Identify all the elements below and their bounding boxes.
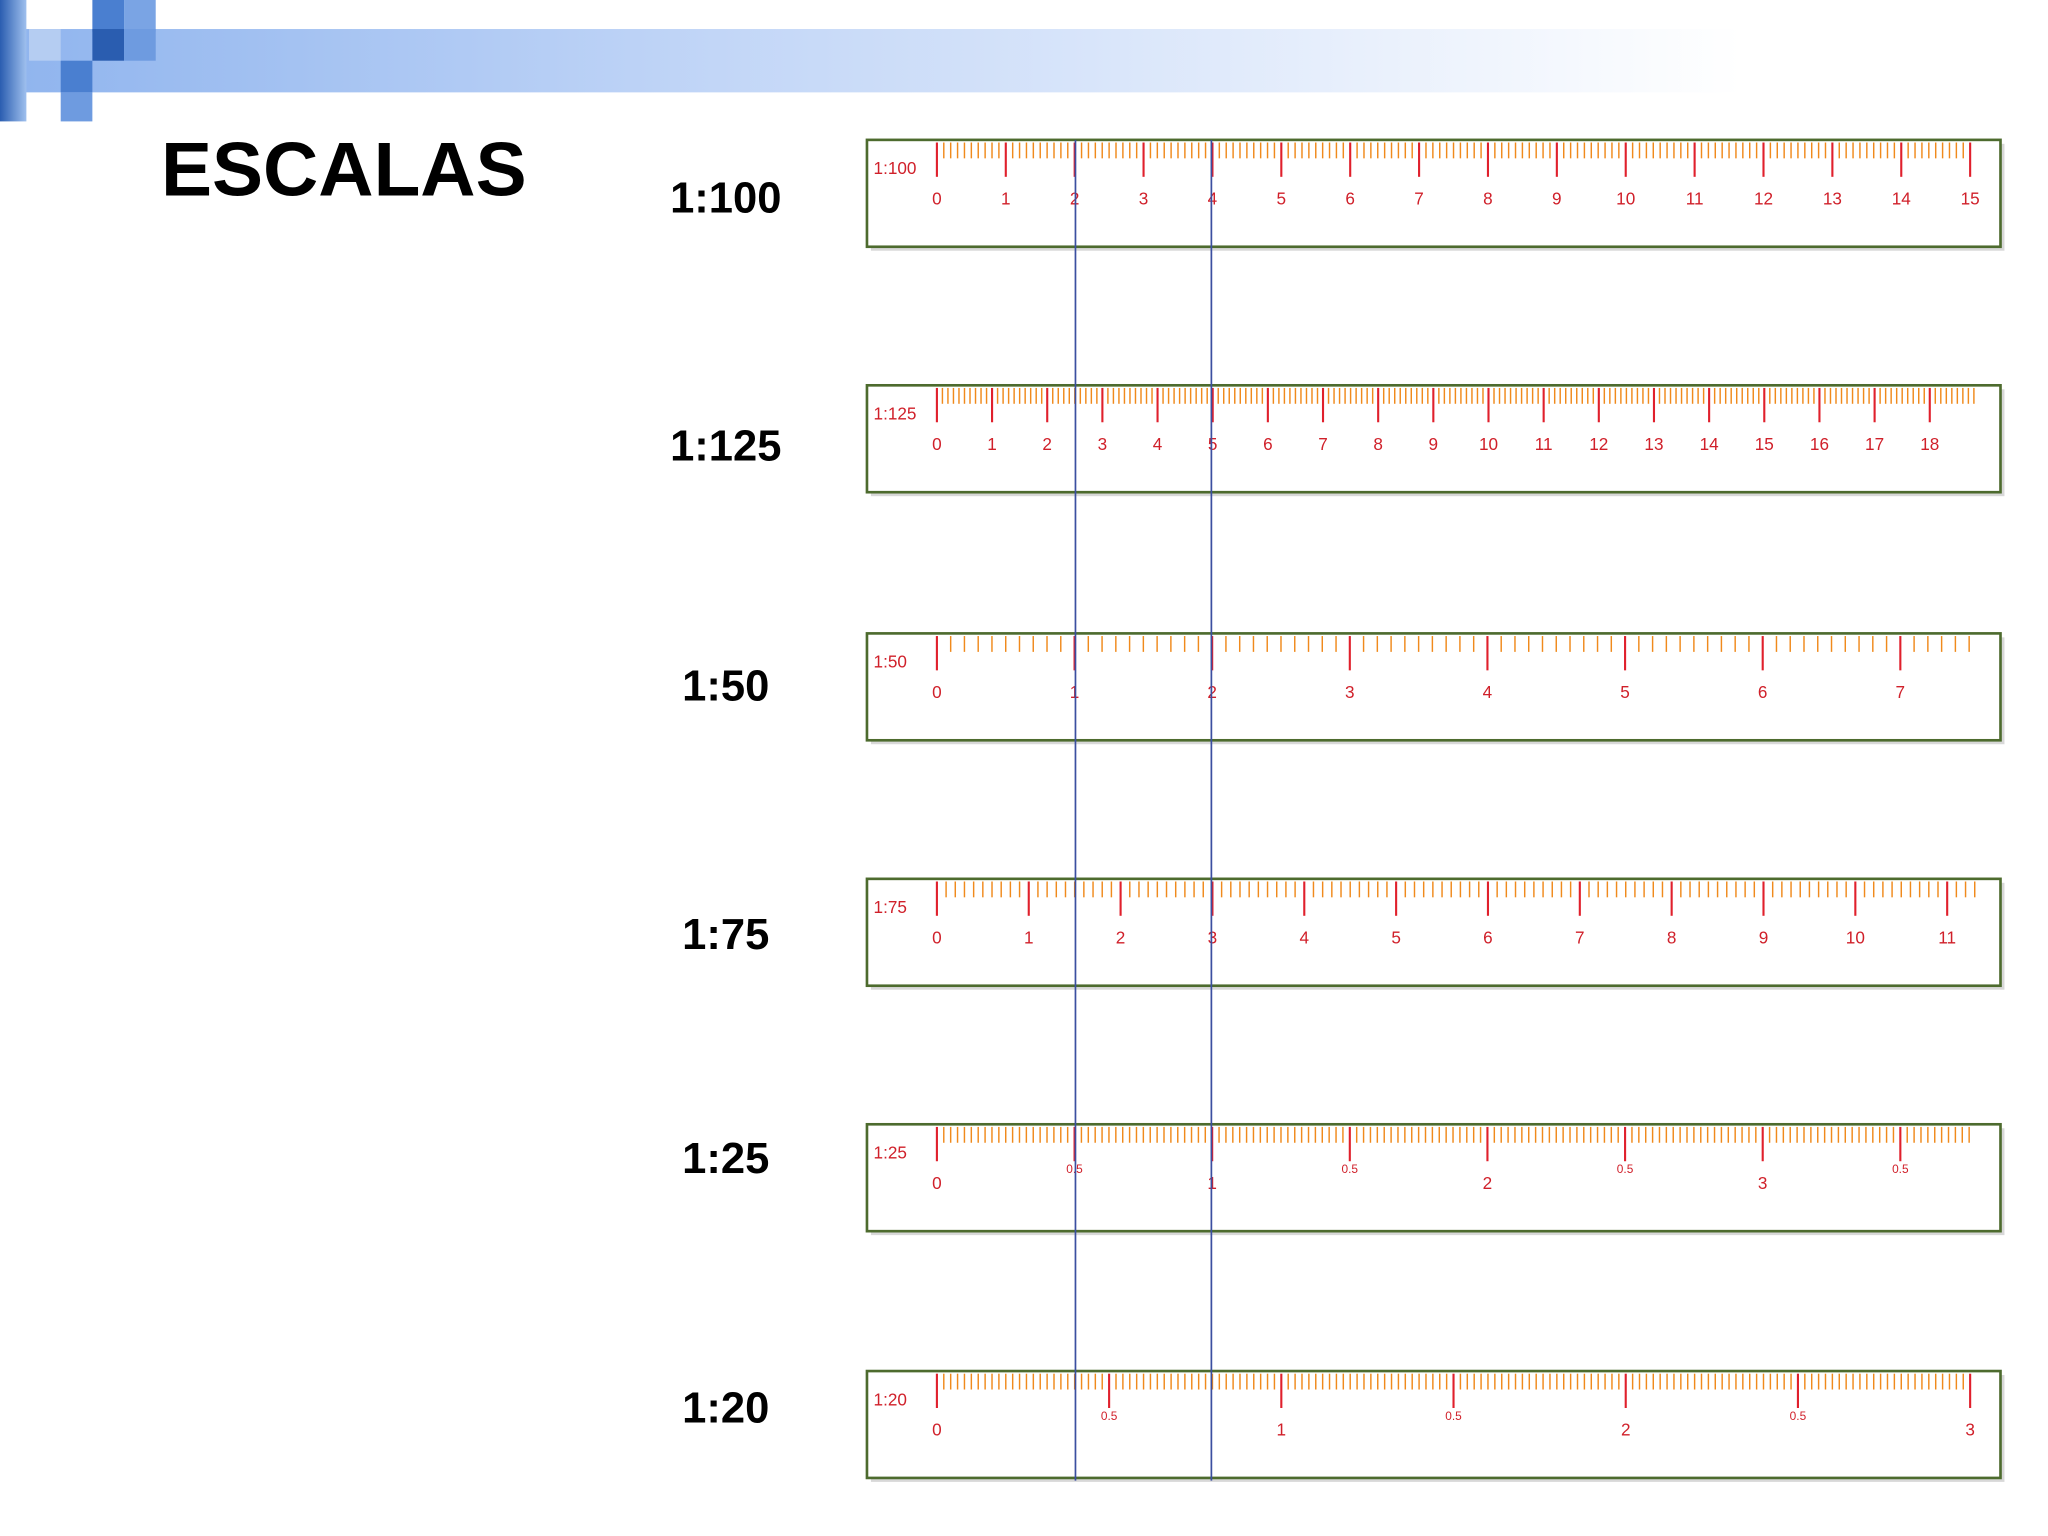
- tick-label: 15: [1961, 189, 1980, 209]
- tick-label: 12: [1589, 434, 1608, 454]
- ruler-label: 1:20: [874, 1389, 907, 1409]
- scale-label: 1:100: [670, 174, 781, 222]
- tick-label: 3: [1208, 928, 1218, 948]
- tick-label: 16: [1810, 434, 1829, 454]
- title: ESCALAS: [161, 127, 527, 212]
- tick-label: 0: [932, 189, 942, 209]
- tick-label: 13: [1823, 189, 1842, 209]
- ruler: [865, 877, 2002, 988]
- tick-label: 10: [1616, 189, 1635, 209]
- scale-label: 1:50: [682, 663, 769, 711]
- tick-label: 6: [1263, 434, 1273, 454]
- tick-label: 0: [932, 928, 942, 948]
- tick-label: 6: [1758, 682, 1768, 702]
- tick-label: 1: [1024, 928, 1034, 948]
- tick-label: 17: [1865, 434, 1884, 454]
- tick-label: 3: [1758, 1173, 1768, 1193]
- ruler-label: 1:75: [874, 897, 907, 917]
- tick-label: 13: [1644, 434, 1663, 454]
- tick-label: 8: [1483, 189, 1493, 209]
- tick-label: 11: [1535, 434, 1553, 454]
- tick-label: 0: [932, 1173, 942, 1193]
- header-square: [29, 29, 61, 61]
- tick-label: 15: [1755, 434, 1774, 454]
- tick-label: 10: [1846, 928, 1865, 948]
- ruler: [865, 632, 2002, 742]
- tick-label: 0: [932, 1420, 942, 1440]
- tick-label: 4: [1153, 434, 1163, 454]
- tick-label: 14: [1700, 434, 1720, 454]
- ruler: [865, 1369, 2002, 1480]
- tick-label: 0.5: [1892, 1162, 1909, 1176]
- tick-label: 11: [1938, 928, 1956, 948]
- header-square: [60, 92, 93, 122]
- tick-label: 5: [1391, 928, 1401, 948]
- tick-label: 4: [1483, 682, 1493, 702]
- tick-label: 2: [1116, 928, 1126, 948]
- tick-label: 7: [1575, 928, 1585, 948]
- ruler-label: 1:50: [874, 652, 907, 672]
- tick-label: 6: [1345, 189, 1355, 209]
- tick-label: 4: [1208, 189, 1218, 209]
- tick-label: 3: [1965, 1420, 1975, 1440]
- tick-label: 5: [1620, 682, 1630, 702]
- tick-label: 5: [1208, 434, 1218, 454]
- tick-label: 0.5: [1101, 1409, 1118, 1423]
- tick-label: 2: [1621, 1420, 1631, 1440]
- tick-label: 1: [1070, 682, 1080, 702]
- tick-label: 3: [1098, 434, 1108, 454]
- tick-label: 8: [1373, 434, 1383, 454]
- scale-label: 1:25: [682, 1135, 769, 1183]
- tick-label: 0.5: [1342, 1162, 1359, 1176]
- header-square: [124, 29, 156, 61]
- tick-label: 3: [1139, 189, 1149, 209]
- tick-label: 2: [1042, 434, 1052, 454]
- ruler-label: 1:100: [874, 158, 917, 178]
- tick-label: 2: [1483, 1173, 1493, 1193]
- tick-label: 7: [1896, 682, 1906, 702]
- tick-label: 10: [1479, 434, 1498, 454]
- tick-label: 0: [932, 682, 942, 702]
- tick-label: 14: [1892, 189, 1912, 209]
- scale-label: 1:20: [682, 1385, 769, 1433]
- tick-label: 0.5: [1445, 1409, 1462, 1423]
- tick-label: 4: [1300, 928, 1310, 948]
- rulers: 1:1001:10001234567891011121314151:1251:1…: [670, 138, 2005, 1482]
- tick-label: 7: [1414, 189, 1424, 209]
- tick-label: 1: [1001, 189, 1011, 209]
- tick-label: 11: [1686, 189, 1704, 209]
- tick-label: 7: [1318, 434, 1328, 454]
- scale-label: 1:75: [682, 911, 769, 959]
- tick-label: 0.5: [1617, 1162, 1634, 1176]
- tick-label: 18: [1920, 434, 1939, 454]
- ruler: [865, 1122, 2002, 1233]
- header-square: [60, 60, 93, 93]
- tick-label: 3: [1345, 682, 1355, 702]
- tick-label: 1: [1277, 1420, 1287, 1440]
- tick-label: 6: [1483, 928, 1493, 948]
- ruler-label: 1:25: [874, 1143, 907, 1163]
- header-square: [124, 0, 156, 32]
- header-band: [0, 29, 2048, 93]
- tick-label: 9: [1759, 928, 1769, 948]
- tick-label: 12: [1754, 189, 1773, 209]
- ruler-label: 1:125: [874, 404, 917, 424]
- tick-label: 1: [987, 434, 997, 454]
- header-block: [0, 0, 27, 122]
- tick-label: 0: [932, 434, 942, 454]
- tick-label: 9: [1429, 434, 1439, 454]
- tick-label: 9: [1552, 189, 1562, 209]
- header-square: [92, 29, 125, 61]
- tick-label: 5: [1277, 189, 1287, 209]
- tick-label: 0.5: [1790, 1409, 1807, 1423]
- scale-label: 1:125: [670, 423, 781, 471]
- header-square: [92, 0, 125, 32]
- tick-label: 8: [1667, 928, 1677, 948]
